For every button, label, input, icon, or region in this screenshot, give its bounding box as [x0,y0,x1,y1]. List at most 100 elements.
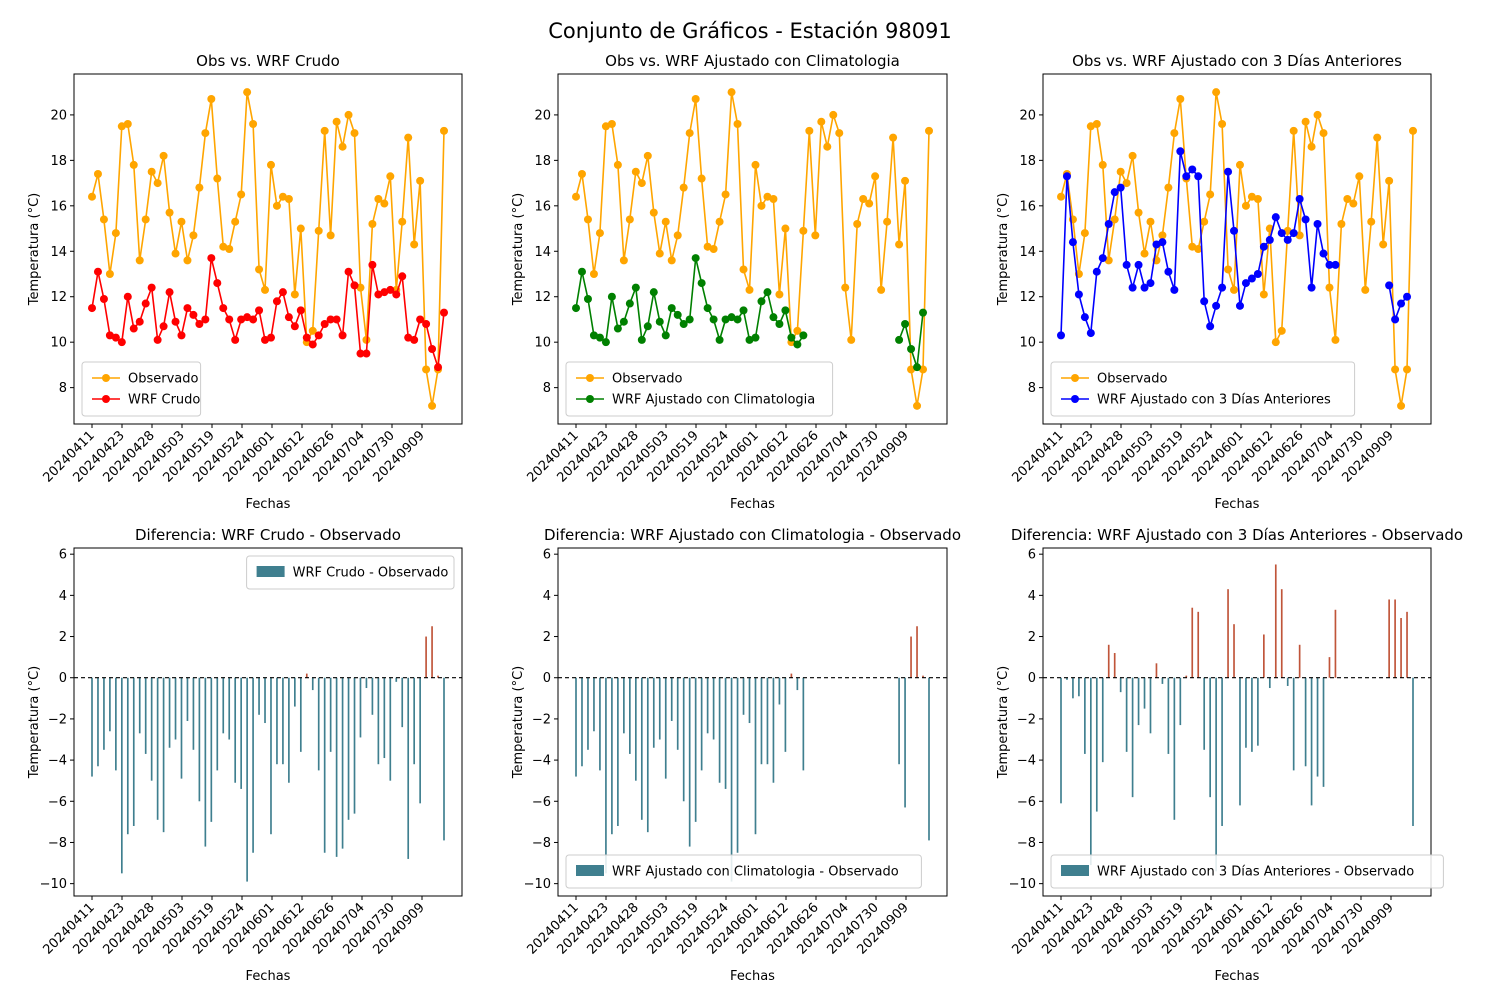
series-line [1388,285,1408,323]
bar [1215,677,1217,872]
bar [605,677,607,874]
x-axis-label: Fechas [246,497,291,512]
data-point [1283,235,1292,244]
data-point [1289,126,1298,135]
y-tick-label: 2 [1028,630,1036,645]
data-point [147,283,156,292]
bar [1239,677,1241,806]
y-tick-label: −4 [1017,754,1036,769]
data-point [1307,142,1316,151]
bar [623,677,625,734]
legend-box [81,361,202,417]
data-point [1301,117,1310,126]
figure-title: Conjunto de Gráficos - Estación 98091 [548,19,952,43]
data-point [296,306,305,315]
data-point [781,224,790,233]
legend-label: WRF Crudo - Observado [293,566,449,581]
y-tick-label: −4 [48,754,67,769]
data-point [302,333,311,342]
data-point [757,297,766,306]
bar [144,677,147,754]
data-point [1212,88,1221,97]
data-point [1403,365,1412,374]
bar [634,677,637,781]
bar [676,677,679,750]
data-point [1176,95,1185,103]
data-point [272,297,281,306]
bar [1191,607,1194,678]
data-point [392,290,401,299]
data-point [1325,260,1334,269]
series-line [91,92,445,406]
data-point [1337,220,1346,228]
legend-label: Observado [1097,372,1168,387]
data-point [266,333,275,342]
data-point [290,322,299,331]
series-observado [572,88,933,410]
y-axis-label: Temperatura (°C) [996,666,1011,779]
data-point [589,270,598,278]
data-point [757,201,766,210]
bar [1304,677,1307,767]
data-point [189,231,198,240]
bar [910,636,912,678]
legend-label: WRF Ajustado con Climatologia - Observad… [612,865,899,880]
data-point [1235,301,1244,310]
data-point [231,335,240,344]
data-point [601,338,610,347]
data-point [1367,217,1376,226]
data-point [1361,285,1370,294]
data-point [284,313,293,322]
axes-frame [73,547,463,897]
bar [1066,677,1068,680]
chart-panel-5: Diferencia: WRF Ajustado con Climatologi… [511,526,961,984]
bar [222,677,225,734]
data-point [769,195,778,203]
data-point [721,190,730,199]
data-point [1247,274,1256,283]
data-point [1200,297,1209,306]
data-point [691,254,700,263]
y-tick-label: 8 [543,381,551,396]
data-point [1259,242,1268,251]
data-point [817,117,826,126]
y-tick-label: −10 [524,877,551,892]
y-tick-label: 2 [59,630,67,645]
y-tick-label: 10 [1019,336,1036,351]
bar [730,677,733,882]
data-point [362,335,371,344]
y-axis-label: Temperatura (°C) [511,193,526,306]
series-wrf [1057,147,1412,340]
data-point [691,95,700,103]
legend-marker [102,374,110,382]
data-point [147,167,156,176]
data-point [171,317,180,326]
data-point [350,129,359,138]
series-wrf [572,254,928,372]
data-point [123,292,132,301]
data-point [213,279,222,288]
data-point [643,322,652,331]
bar [928,677,930,841]
data-point [1224,167,1233,176]
data-point [613,160,622,169]
data-point [88,304,96,313]
data-point [1182,172,1191,181]
data-point [607,120,616,128]
data-point [1403,292,1412,301]
bar [1197,611,1200,678]
chart-title: Obs vs. WRF Crudo [196,52,340,70]
data-point [135,256,144,265]
data-point [1325,283,1334,292]
data-point [673,310,682,319]
bar [766,677,769,765]
data-point [1134,260,1143,269]
legend-label: WRF Ajustado con Climatologia [612,393,815,408]
data-point [404,133,413,142]
bar [115,677,117,771]
data-point [1277,326,1286,335]
bar [1406,611,1408,678]
data-point [308,326,317,335]
bar [1233,624,1235,678]
data-point [314,226,323,235]
